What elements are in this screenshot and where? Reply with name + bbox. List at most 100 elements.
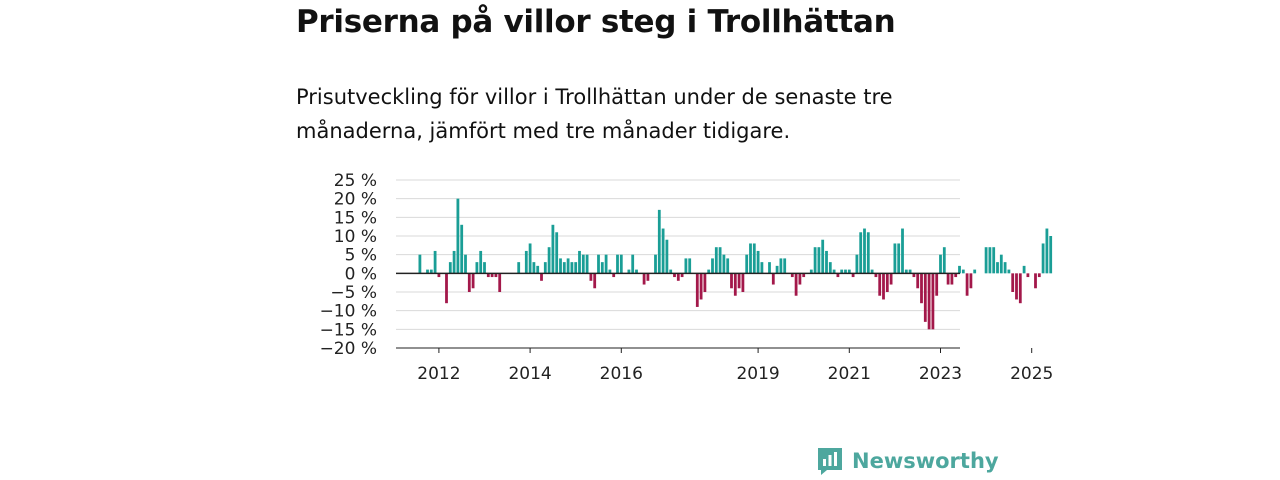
bar <box>597 254 600 274</box>
bar <box>893 243 897 274</box>
bar <box>494 273 498 278</box>
y-tick-label: 0 % <box>345 264 377 284</box>
bar <box>589 273 593 281</box>
last-value-label: 10 % <box>1037 0 1080 5</box>
bar <box>1026 273 1030 278</box>
bar <box>1049 236 1053 274</box>
bar <box>547 247 551 274</box>
bar <box>1015 273 1018 300</box>
bar <box>1045 228 1049 274</box>
bar <box>536 265 540 274</box>
bar <box>483 262 486 274</box>
bar <box>654 254 657 274</box>
bar <box>939 254 942 274</box>
bar <box>718 247 722 274</box>
bar <box>1022 265 1026 274</box>
bar-chart: 25 %20 %15 %10 %5 %0 %−5 %−10 %−15 %−20 … <box>320 0 1080 384</box>
x-tick-label: 2025 <box>1010 364 1053 384</box>
bar <box>471 273 475 289</box>
bar <box>1007 269 1011 274</box>
bar <box>555 232 559 274</box>
newsworthy-logo-icon <box>818 448 842 475</box>
bar <box>714 247 718 274</box>
bar <box>885 273 889 292</box>
bar <box>1011 273 1015 292</box>
bar <box>673 273 676 278</box>
bar <box>912 273 916 278</box>
bar <box>460 224 464 274</box>
bar <box>878 273 882 296</box>
bar <box>665 239 669 274</box>
bar <box>768 262 771 274</box>
bar <box>760 262 764 274</box>
y-tick-label: 15 % <box>334 208 377 228</box>
bar <box>1003 262 1007 274</box>
bars <box>418 198 1053 330</box>
bar <box>863 228 866 274</box>
bar <box>631 254 635 274</box>
bar <box>669 269 673 274</box>
bar <box>741 273 745 292</box>
bar <box>532 262 536 274</box>
bar <box>498 273 502 292</box>
bar <box>726 258 730 274</box>
bar <box>802 273 806 278</box>
y-axis-tick-labels: 25 %20 %15 %10 %5 %0 %−5 %−10 %−15 %−20 … <box>320 171 377 359</box>
bar <box>927 273 931 330</box>
bar <box>798 273 802 285</box>
bar <box>969 273 973 289</box>
bar <box>790 273 794 278</box>
bar <box>920 273 923 304</box>
bar <box>688 258 692 274</box>
bar <box>486 273 490 278</box>
bar <box>524 250 528 274</box>
bar <box>946 273 950 285</box>
bar <box>574 262 578 274</box>
bar <box>616 254 619 274</box>
bar <box>578 250 581 274</box>
bar <box>517 262 521 274</box>
bar <box>832 269 836 274</box>
bar <box>528 243 532 274</box>
bar <box>426 269 429 274</box>
x-tick-label: 2012 <box>417 364 460 384</box>
bar <box>433 250 437 274</box>
bar <box>836 273 840 278</box>
bar <box>870 269 874 274</box>
bar <box>901 228 904 274</box>
bar <box>707 269 711 274</box>
bar <box>570 262 574 274</box>
y-tick-label: −20 % <box>320 339 377 359</box>
bar <box>722 254 726 274</box>
bar <box>559 258 562 274</box>
bar <box>756 250 760 274</box>
bar <box>452 250 456 274</box>
bar <box>889 273 893 285</box>
bar <box>1034 273 1037 289</box>
bar <box>1037 273 1041 278</box>
bar <box>855 254 859 274</box>
bar <box>608 269 612 274</box>
bar <box>844 269 847 274</box>
bar <box>813 247 817 274</box>
bar <box>699 273 703 300</box>
bar <box>935 273 939 296</box>
bar <box>988 247 992 274</box>
bar <box>619 254 623 274</box>
y-tick-label: 10 % <box>334 227 377 247</box>
bar <box>904 269 908 274</box>
bar <box>996 262 999 274</box>
annotations: 10 % <box>1037 0 1080 5</box>
y-tick-label: −5 % <box>330 283 377 303</box>
x-tick-label: 2021 <box>828 364 871 384</box>
bar <box>908 269 912 274</box>
x-tick-label: 2016 <box>600 364 643 384</box>
bar <box>840 269 844 274</box>
x-tick-label: 2023 <box>919 364 962 384</box>
x-tick-label: 2019 <box>736 364 779 384</box>
bar <box>1018 273 1022 304</box>
bar <box>973 269 977 274</box>
bar <box>897 243 901 274</box>
bar <box>749 243 752 274</box>
bar <box>1041 243 1045 274</box>
